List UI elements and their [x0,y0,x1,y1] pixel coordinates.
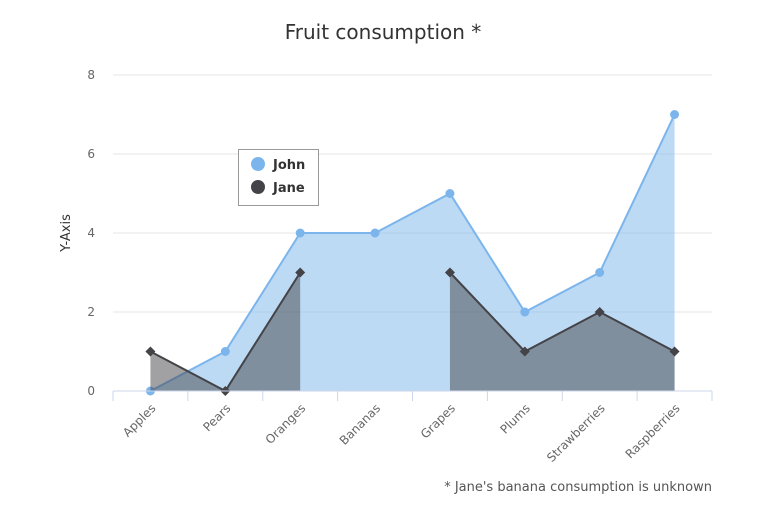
data-point [670,110,680,119]
x-tick-label: Strawberries [544,401,608,465]
y-axis-title: Y-Axis [59,214,74,253]
x-tick-label: Oranges [263,401,309,447]
data-point [594,307,605,317]
series-line [149,114,676,392]
x-tick-label: Bananas [337,401,384,448]
legend-label: John [272,158,305,173]
data-point [444,267,455,278]
x-tick-label: Pears [200,401,233,434]
data-point [370,228,380,238]
x-tick-label: Plums [497,401,532,436]
y-tick-label: 8 [87,68,95,82]
chart-title: Fruit consumption * [285,20,482,44]
data-point [220,347,230,356]
legend-marker [251,180,265,194]
data-point [445,189,455,198]
data-point [519,346,530,357]
data-point [295,228,305,238]
legend-marker [251,157,265,171]
data-point [520,307,530,317]
data-point [145,346,156,357]
series-line [449,271,676,353]
footnote: * Jane's banana consumption is unknown [444,480,712,495]
legend-label: Jane [272,181,305,196]
series-layer [145,110,680,396]
y-tick-label: 2 [87,305,95,319]
data-point [595,268,605,277]
legend: John Jane [238,149,319,206]
x-tick-label: Grapes [418,401,458,441]
data-point [295,267,306,278]
y-tick-label: 0 [87,384,95,398]
x-tick-label: Raspberries [623,401,683,461]
x-tick-label: Apples [120,401,158,439]
series-area [150,272,301,391]
legend-box [238,149,319,206]
data-point [669,346,680,357]
y-tick-label: 6 [87,147,95,161]
y-tick-label: 4 [87,226,95,240]
